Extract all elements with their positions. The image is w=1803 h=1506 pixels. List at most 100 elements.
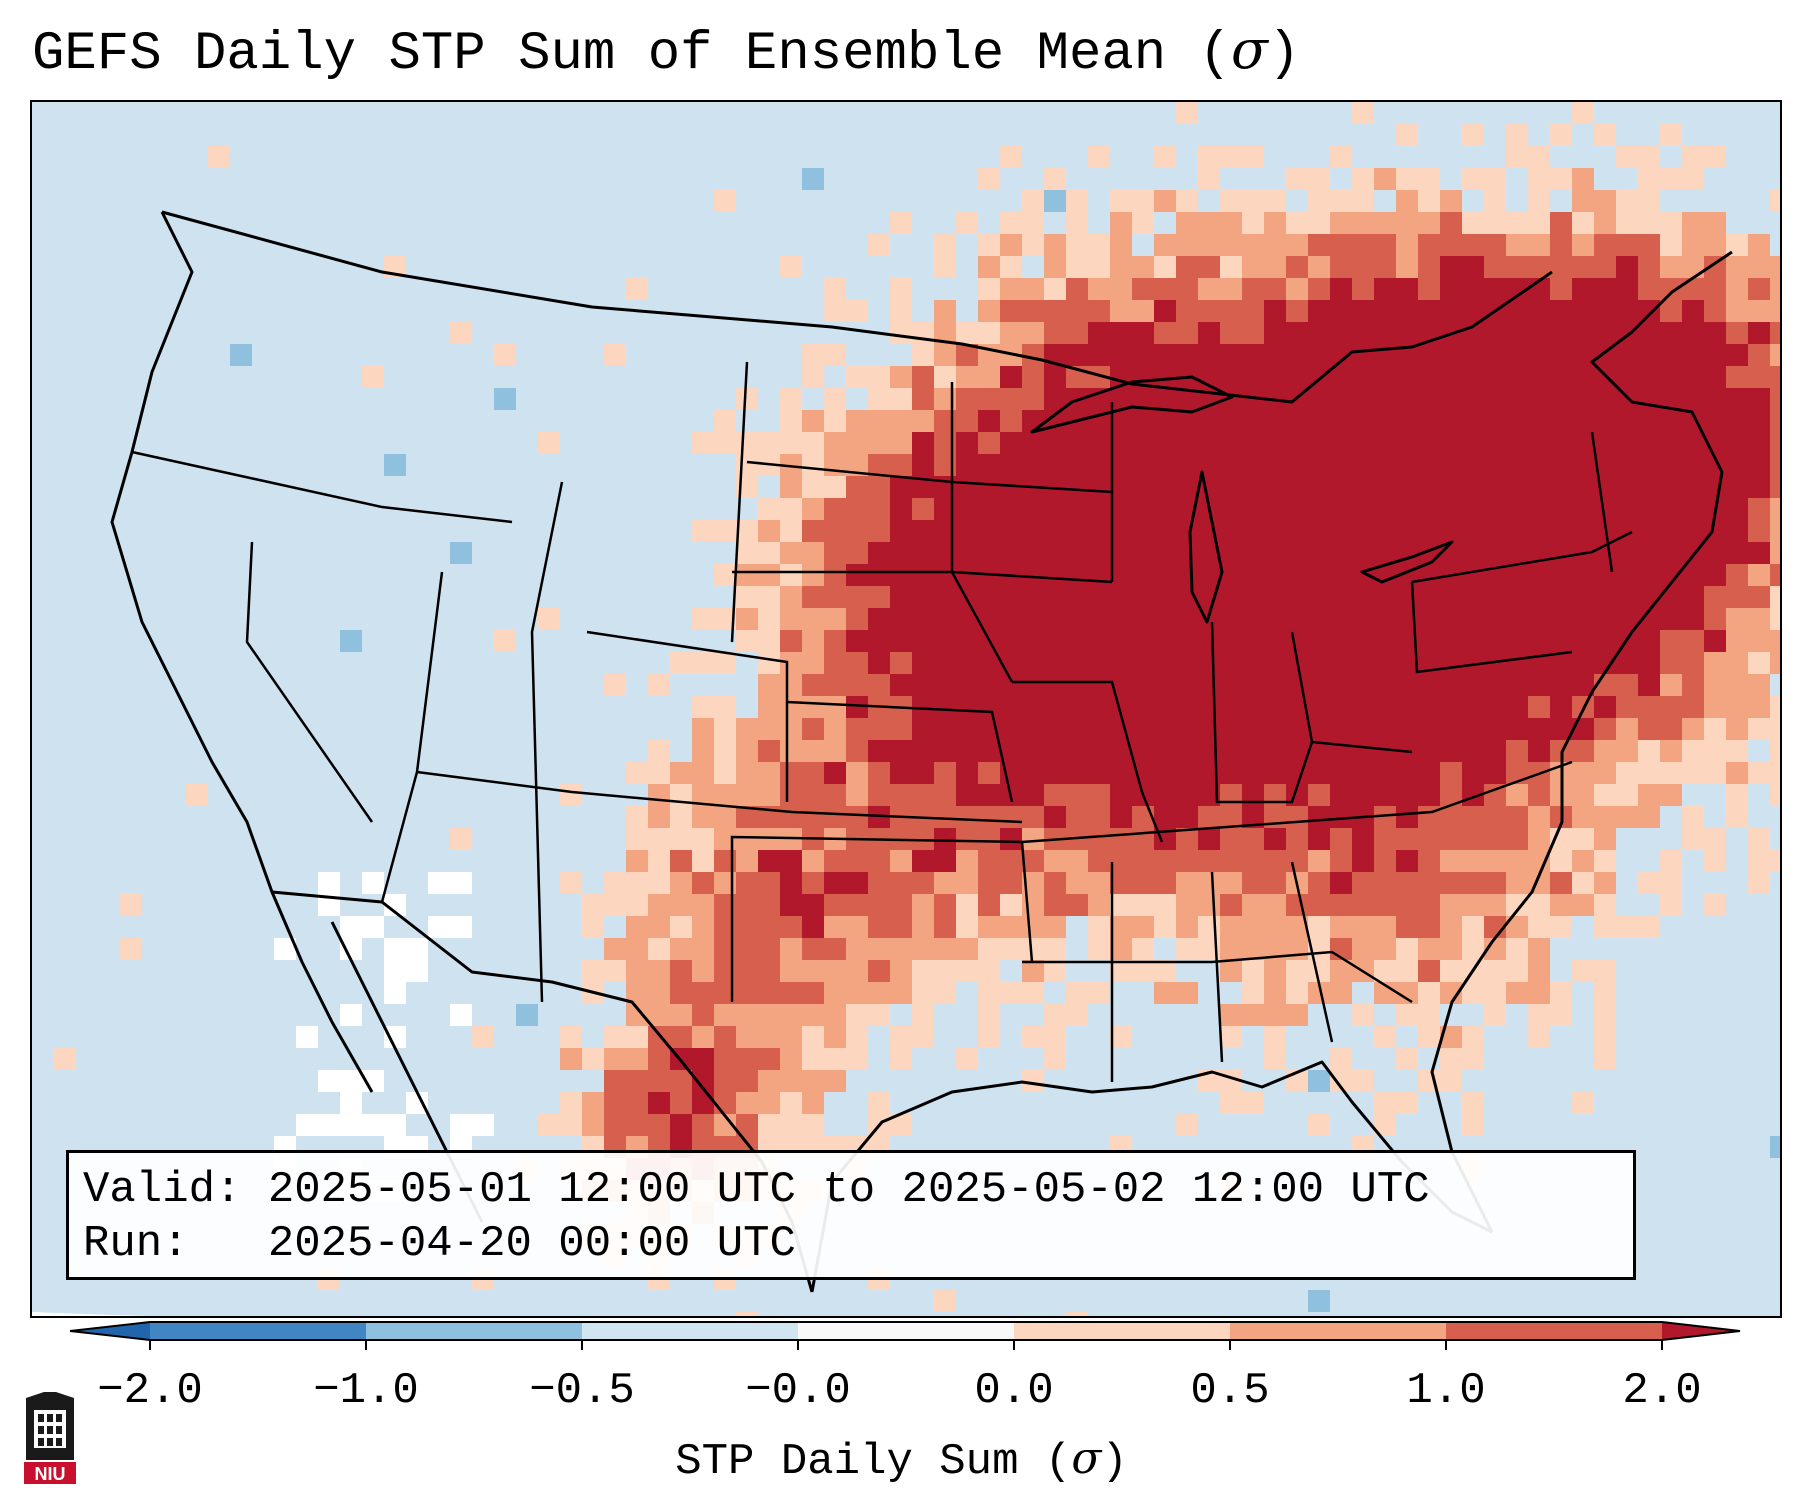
- stp-cell: [846, 520, 868, 542]
- stp-cell: [1022, 366, 1044, 388]
- stp-cell: [956, 872, 978, 894]
- stp-cell: [1088, 674, 1110, 696]
- stp-cell: [824, 432, 846, 454]
- stp-cell: [758, 1070, 780, 1092]
- stp-cell: [1000, 586, 1022, 608]
- stp-cell: [1484, 762, 1506, 784]
- stp-cell: [1154, 718, 1176, 740]
- stp-cell: [1000, 630, 1022, 652]
- stp-cell: [1440, 762, 1462, 784]
- stp-cell: [1066, 212, 1088, 234]
- stp-cell: [1044, 1026, 1066, 1048]
- stp-cell: [1748, 872, 1770, 894]
- stp-cell: [1308, 1290, 1330, 1312]
- stp-cell: [1176, 234, 1198, 256]
- stp-cell: [1770, 850, 1780, 872]
- stp-cell: [1726, 652, 1748, 674]
- stp-cell: [1726, 542, 1748, 564]
- stp-cell: [1242, 960, 1264, 982]
- stp-cell: [824, 630, 846, 652]
- stp-cell: [1506, 366, 1528, 388]
- stp-cell: [1066, 806, 1088, 828]
- stp-cell: [890, 212, 912, 234]
- stp-cell: [1132, 564, 1154, 586]
- stp-cell: [934, 322, 956, 344]
- stp-cell: [1704, 300, 1726, 322]
- stp-cell: [1462, 872, 1484, 894]
- stp-cell: [1682, 498, 1704, 520]
- stp-cell: [1264, 454, 1286, 476]
- stp-cell: [1330, 146, 1352, 168]
- stp-cell: [1704, 828, 1726, 850]
- stp-cell: [1264, 718, 1286, 740]
- stp-cell: [1066, 256, 1088, 278]
- stp-cell: [1418, 674, 1440, 696]
- stp-cell: [1726, 784, 1748, 806]
- stp-cell: [1000, 476, 1022, 498]
- stp-cell: [1704, 388, 1726, 410]
- stp-cell: [1528, 256, 1550, 278]
- stp-cell: [1506, 454, 1528, 476]
- title-text: GEFS Daily STP Sum of Ensemble Mean (: [32, 24, 1231, 85]
- stp-cell: [1726, 388, 1748, 410]
- stp-cell: [1110, 564, 1132, 586]
- stp-cell: [1572, 256, 1594, 278]
- stp-cell: [1418, 410, 1440, 432]
- stp-cell: [1308, 718, 1330, 740]
- stp-cell: [1418, 784, 1440, 806]
- stp-cell: [1374, 476, 1396, 498]
- stp-cell: [1484, 454, 1506, 476]
- stp-cell: [1528, 542, 1550, 564]
- stp-cell: [648, 740, 670, 762]
- stp-cell: [1506, 146, 1528, 168]
- stp-cell: [1660, 234, 1682, 256]
- stp-cell: [1176, 696, 1198, 718]
- stp-cell: [934, 806, 956, 828]
- stp-cell: [1462, 608, 1484, 630]
- stp-cell: [1110, 432, 1132, 454]
- stp-cell: [1286, 828, 1308, 850]
- stp-cell: [1352, 212, 1374, 234]
- stp-cell: [362, 1114, 384, 1136]
- stp-cell: [1176, 388, 1198, 410]
- stp-cell: [1264, 850, 1286, 872]
- stp-cell: [1748, 344, 1770, 366]
- stp-cell: [1066, 718, 1088, 740]
- stp-cell: [890, 740, 912, 762]
- stp-cell: [1220, 784, 1242, 806]
- stp-cell: [1484, 234, 1506, 256]
- stp-cell: [1352, 872, 1374, 894]
- stp-cell: [1330, 630, 1352, 652]
- stp-cell: [1374, 234, 1396, 256]
- stp-cell: [1044, 278, 1066, 300]
- stp-cell: [1176, 740, 1198, 762]
- stp-cell: [1374, 828, 1396, 850]
- stp-cell: [1044, 630, 1066, 652]
- stp-cell: [1506, 696, 1528, 718]
- stp-cell: [1770, 542, 1780, 564]
- stp-cell: [1110, 938, 1132, 960]
- stp-cell: [1462, 1026, 1484, 1048]
- stp-cell: [1726, 696, 1748, 718]
- stp-cell: [758, 916, 780, 938]
- stp-cell: [1022, 520, 1044, 542]
- stp-cell: [868, 432, 890, 454]
- stp-cell: [692, 740, 714, 762]
- stp-cell: [296, 1114, 318, 1136]
- stp-cell: [1000, 828, 1022, 850]
- stp-cell: [1418, 366, 1440, 388]
- stp-cell: [1154, 300, 1176, 322]
- stp-cell: [1572, 520, 1594, 542]
- stp-cell: [1176, 542, 1198, 564]
- stp-cell: [1616, 784, 1638, 806]
- stp-cell: [560, 1092, 582, 1114]
- stp-cell: [1022, 608, 1044, 630]
- stp-cell: [1352, 520, 1374, 542]
- stp-cell: [186, 784, 208, 806]
- stp-cell: [1704, 256, 1726, 278]
- stp-cell: [1704, 344, 1726, 366]
- stp-cell: [780, 410, 802, 432]
- stp-cell: [1132, 520, 1154, 542]
- stp-cell: [802, 542, 824, 564]
- stp-cell: [1066, 674, 1088, 696]
